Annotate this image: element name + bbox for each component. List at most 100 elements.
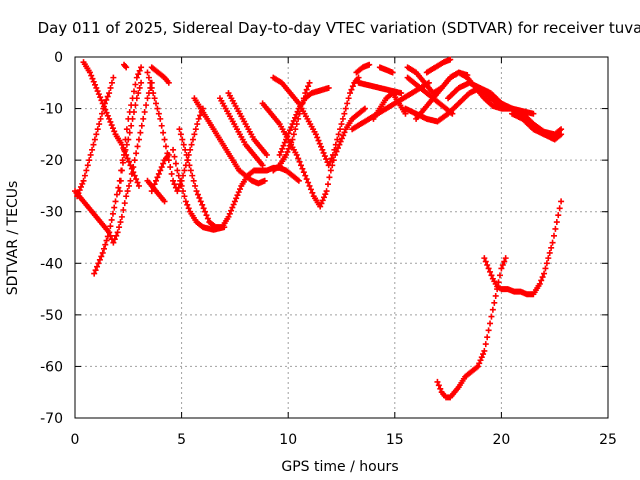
data-point [106,115,113,122]
data-point [133,150,140,157]
data-point [545,255,552,262]
data-point [487,320,494,327]
data-point [342,105,349,112]
series-arc18 [270,79,313,174]
data-point [91,136,98,143]
data-point [355,74,362,81]
data-point [144,69,151,76]
series-arc30 [445,79,537,117]
data-point [332,141,339,148]
data-point [93,131,100,138]
data-point [196,194,203,201]
data-point [279,145,286,152]
data-point [84,162,91,169]
data-point [174,167,181,174]
data-point [194,121,201,128]
plot-area [74,56,609,419]
data-point [189,172,196,179]
data-point [338,121,345,128]
data-point [192,126,199,133]
data-point [289,136,296,143]
data-point [117,177,124,184]
data-point [290,131,297,138]
data-point [192,182,199,189]
data-point [530,110,537,117]
data-point [122,63,129,70]
data-point [194,191,201,198]
data-point [334,145,341,152]
y-tick-label: -40 [40,256,63,272]
data-point [115,184,122,191]
data-point [484,334,491,341]
data-point [100,245,107,252]
data-point [296,158,303,165]
x-tick-label: 25 [599,432,617,448]
data-point [140,115,147,122]
data-point [307,186,314,193]
data-point [331,146,338,153]
data-point [297,162,304,169]
data-point [83,167,90,174]
data-point [174,188,181,195]
data-point [133,95,140,102]
data-point [86,69,93,76]
data-point [103,109,110,116]
data-point [182,146,189,153]
data-point [123,126,130,133]
data-point [323,188,330,195]
data-point [339,115,346,122]
data-point [492,292,499,299]
data-point [138,122,145,129]
data-point [328,155,335,162]
series-arc8 [144,177,168,205]
data-point [345,95,352,102]
data-point [120,206,127,213]
data-point [326,174,333,181]
data-point [162,143,169,150]
data-point [491,299,498,306]
data-point [112,198,119,205]
data-point [488,313,495,320]
data-point [261,177,268,184]
data-point [106,229,113,236]
data-point [99,110,106,117]
data-point [361,105,368,112]
data-point [180,141,187,148]
data-point [281,139,288,146]
data-point [76,187,83,194]
data-point [165,79,172,86]
data-point [303,176,310,183]
data-point [193,188,200,195]
x-tick-label: 15 [386,432,404,448]
data-point [480,351,487,358]
data-point [74,193,81,200]
data-point [128,165,135,172]
x-tick-label: 0 [71,432,80,448]
data-point [170,177,177,184]
data-point [228,207,235,214]
series-arc4 [91,64,145,277]
data-point [335,131,342,138]
data-point [293,111,300,118]
data-point [502,255,509,262]
data-point [130,88,137,95]
series-arc33 [481,198,565,298]
data-point [229,204,236,211]
data-point [168,170,175,177]
data-point [286,127,293,134]
data-point [558,131,565,138]
data-point [558,198,565,205]
data-point [91,270,98,277]
data-point [482,341,489,348]
data-point [158,122,165,129]
series-arc14 [216,95,266,169]
data-point [137,129,144,136]
series-arc19 [270,74,362,169]
data-point [315,137,322,144]
data-point [200,205,207,212]
data-point [116,188,123,195]
data-point [123,64,130,71]
data-point [292,126,299,133]
series-arc13 [191,95,268,187]
